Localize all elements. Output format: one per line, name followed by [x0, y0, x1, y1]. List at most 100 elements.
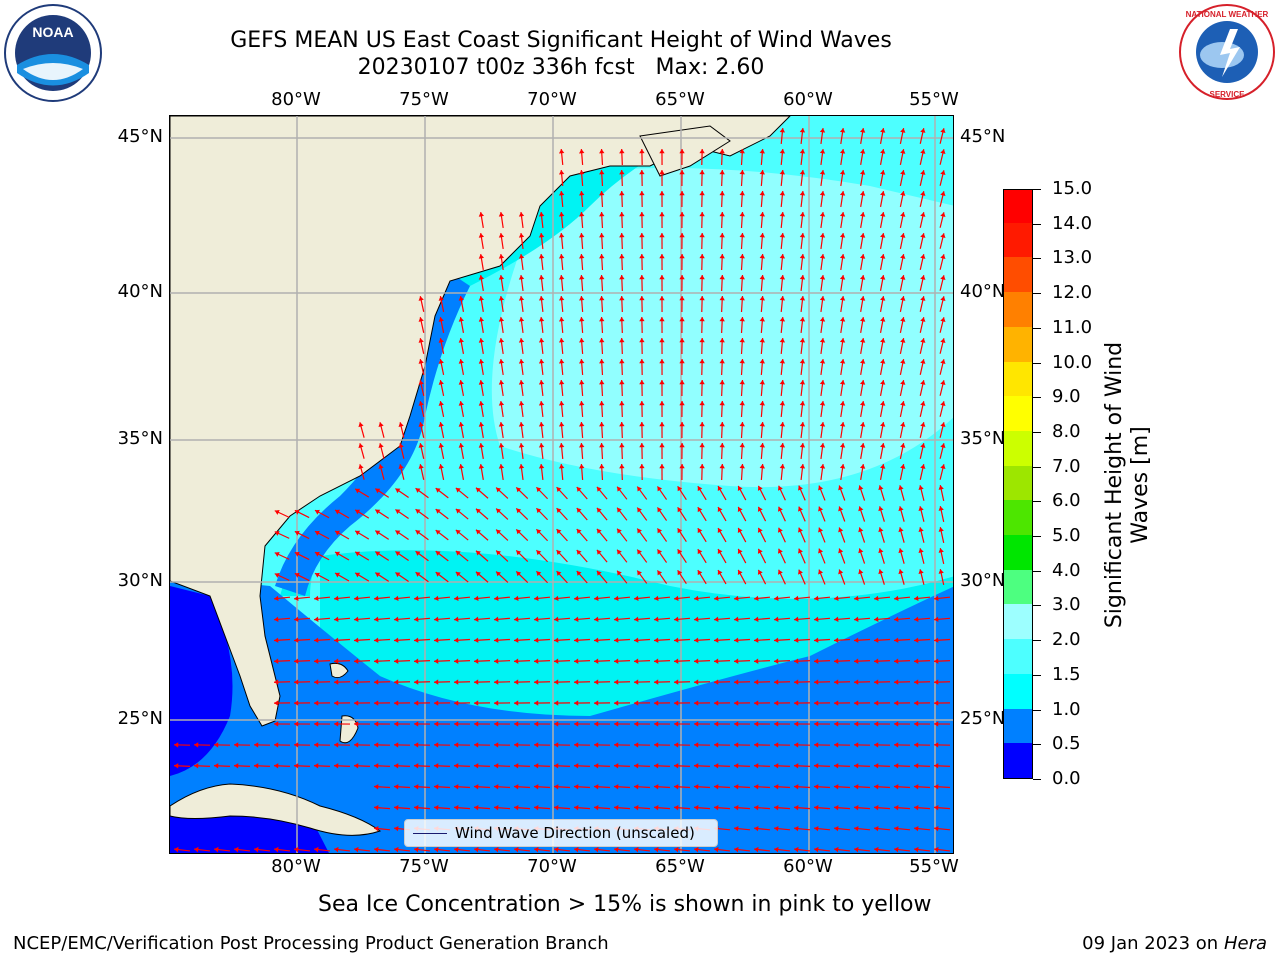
wave-direction-arrowhead	[659, 443, 665, 448]
wave-direction-arrowhead	[518, 317, 525, 322]
wave-direction-arrowhead	[940, 422, 946, 427]
wave-direction-arrowhead	[434, 679, 439, 685]
wave-direction-arrowhead	[614, 784, 619, 790]
wave-direction-arrowhead	[940, 401, 946, 406]
wave-direction-arrowhead	[799, 212, 806, 217]
wave-direction-arrowhead	[594, 679, 599, 685]
wave-direction-arrowhead	[719, 380, 725, 385]
wave-direction-arrowhead	[854, 805, 859, 811]
wave-direction-arrowhead	[634, 679, 639, 685]
wave-direction-arrowhead	[757, 569, 763, 575]
wave-direction-arrowhead	[639, 233, 645, 238]
wave-direction-arrowhead	[454, 595, 459, 602]
wave-direction-arrowhead	[799, 359, 806, 364]
wave-direction-arrowhead	[434, 616, 439, 622]
wave-direction-arrowhead	[859, 191, 866, 196]
wave-direction-arrowhead	[819, 212, 826, 217]
wave-direction-arrowhead	[474, 721, 479, 727]
wave-direction-arrowhead	[894, 721, 899, 727]
wave-direction-arrowhead	[774, 846, 779, 853]
wave-direction-arrowhead	[779, 443, 786, 448]
wave-direction-arrowhead	[739, 212, 745, 217]
wave-direction-arrowhead	[458, 443, 464, 448]
wave-direction-arrowhead	[734, 846, 739, 853]
wave-direction-arrowhead	[498, 338, 505, 343]
wave-direction-arrowhead	[900, 233, 906, 238]
wave-direction-arrowhead	[798, 569, 803, 575]
wave-direction-arrowhead	[914, 846, 919, 853]
wave-direction-arrowhead	[558, 380, 565, 385]
wave-direction-arrowhead	[759, 275, 765, 280]
wave-direction-arrowhead	[514, 763, 519, 769]
wave-direction-arrowhead	[654, 595, 659, 602]
wave-direction-arrowhead	[434, 595, 439, 602]
wave-direction-arrowhead	[674, 700, 679, 706]
wave-direction-arrowhead	[394, 658, 399, 664]
wave-direction-arrowhead	[335, 530, 341, 536]
wave-direction-arrowhead	[494, 637, 499, 643]
wave-direction-arrowhead	[739, 296, 745, 301]
wave-direction-arrowhead	[940, 443, 946, 448]
wave-direction-arrowhead	[938, 548, 944, 553]
wave-direction-arrowhead	[859, 464, 866, 469]
wave-direction-arrowhead	[458, 338, 464, 343]
wave-direction-arrowhead	[799, 254, 806, 259]
colorbar-tick-mark	[1033, 431, 1041, 433]
wave-direction-arrowhead	[538, 254, 545, 259]
wave-direction-arrowhead	[854, 700, 859, 706]
wave-direction-arrowhead	[418, 464, 424, 469]
wave-direction-arrowhead	[394, 784, 399, 790]
wave-direction-arrowhead	[294, 509, 300, 515]
wave-direction-arrowhead	[838, 506, 844, 512]
wave-direction-arrowhead	[395, 488, 401, 494]
wave-direction-arrowhead	[614, 700, 619, 706]
colorbar-tick-label: 7.0	[1052, 455, 1081, 477]
wave-direction-arrowhead	[518, 443, 525, 448]
wave-direction-arrowhead	[894, 784, 899, 790]
wave-direction-arrowhead	[418, 401, 424, 406]
wave-direction-arrowhead	[719, 401, 725, 406]
wave-direction-arrowhead	[599, 443, 605, 448]
wave-direction-arrowhead	[558, 317, 565, 322]
wave-direction-arrowhead	[774, 700, 779, 706]
wave-direction-arrowhead	[819, 254, 826, 259]
wave-direction-arrowhead	[737, 569, 743, 575]
wave-direction-arrowhead	[619, 443, 625, 448]
lon-label-bottom: 55°W	[909, 856, 959, 877]
wave-direction-arrowhead	[374, 637, 379, 643]
wave-direction-arrowhead	[274, 742, 279, 748]
colorbar-tick-label: 8.0	[1052, 420, 1081, 442]
wave-direction-arrowhead	[556, 529, 562, 535]
wave-direction-arrowhead	[914, 763, 919, 769]
wave-direction-arrowhead	[374, 846, 379, 853]
wave-direction-arrowhead	[657, 549, 663, 555]
wave-direction-arrowhead	[799, 170, 806, 175]
colorbar-tick-mark	[1033, 674, 1041, 676]
wave-direction-arrowhead	[498, 212, 505, 217]
wave-direction-arrowhead	[674, 616, 679, 622]
wave-direction-arrowhead	[518, 464, 525, 469]
wave-direction-arrowhead	[455, 550, 461, 556]
wave-direction-arrowhead	[757, 527, 763, 533]
wave-direction-arrowhead	[274, 763, 279, 769]
wave-direction-arrowhead	[819, 149, 826, 154]
wave-direction-arrowhead	[754, 784, 759, 790]
wave-direction-arrowhead	[458, 422, 464, 427]
wave-direction-arrowhead	[694, 658, 699, 664]
wave-direction-arrowhead	[814, 825, 819, 832]
wave-direction-arrowhead	[619, 380, 625, 385]
wave-direction-arrowhead	[478, 275, 485, 280]
wave-direction-arrowhead	[334, 721, 339, 727]
wave-direction-arrowhead	[880, 380, 886, 385]
wave-direction-arrowhead	[719, 296, 725, 301]
wave-direction-arrowhead	[634, 658, 639, 664]
colorbar-tick-label: 11.0	[1052, 316, 1093, 338]
wave-direction-arrowhead	[839, 464, 846, 469]
wave-direction-arrowhead	[498, 296, 505, 301]
wave-direction-arrowhead	[674, 637, 679, 643]
wave-direction-arrowhead	[234, 846, 239, 853]
wave-direction-arrowhead	[474, 616, 479, 622]
wave-direction-arrowhead	[719, 338, 725, 343]
wave-direction-arrowhead	[900, 359, 906, 364]
wave-direction-arrowhead	[574, 763, 579, 769]
